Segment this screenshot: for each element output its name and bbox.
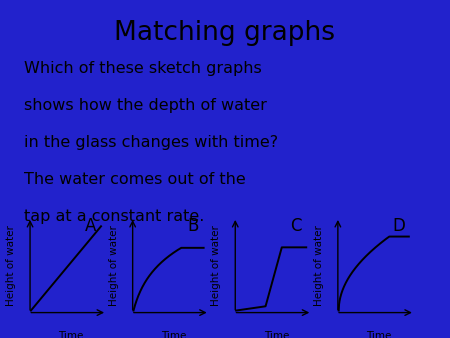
- Text: The water comes out of the: The water comes out of the: [24, 172, 246, 187]
- Text: shows how the depth of water: shows how the depth of water: [24, 98, 267, 113]
- Text: tap at a constant rate.: tap at a constant rate.: [24, 209, 204, 224]
- Text: Height of water: Height of water: [6, 225, 16, 306]
- Text: Time: Time: [366, 331, 392, 338]
- Text: B: B: [188, 217, 199, 235]
- Text: Height of water: Height of water: [109, 225, 119, 306]
- Text: Matching graphs: Matching graphs: [114, 20, 336, 46]
- Text: Time: Time: [161, 331, 186, 338]
- Text: Time: Time: [58, 331, 84, 338]
- Text: Height of water: Height of water: [212, 225, 221, 306]
- Text: Height of water: Height of water: [314, 225, 324, 306]
- Text: in the glass changes with time?: in the glass changes with time?: [24, 135, 278, 150]
- Text: D: D: [392, 217, 405, 235]
- Text: Which of these sketch graphs: Which of these sketch graphs: [24, 62, 262, 76]
- Text: C: C: [290, 217, 302, 235]
- Text: A: A: [85, 217, 96, 235]
- Text: Time: Time: [264, 331, 289, 338]
